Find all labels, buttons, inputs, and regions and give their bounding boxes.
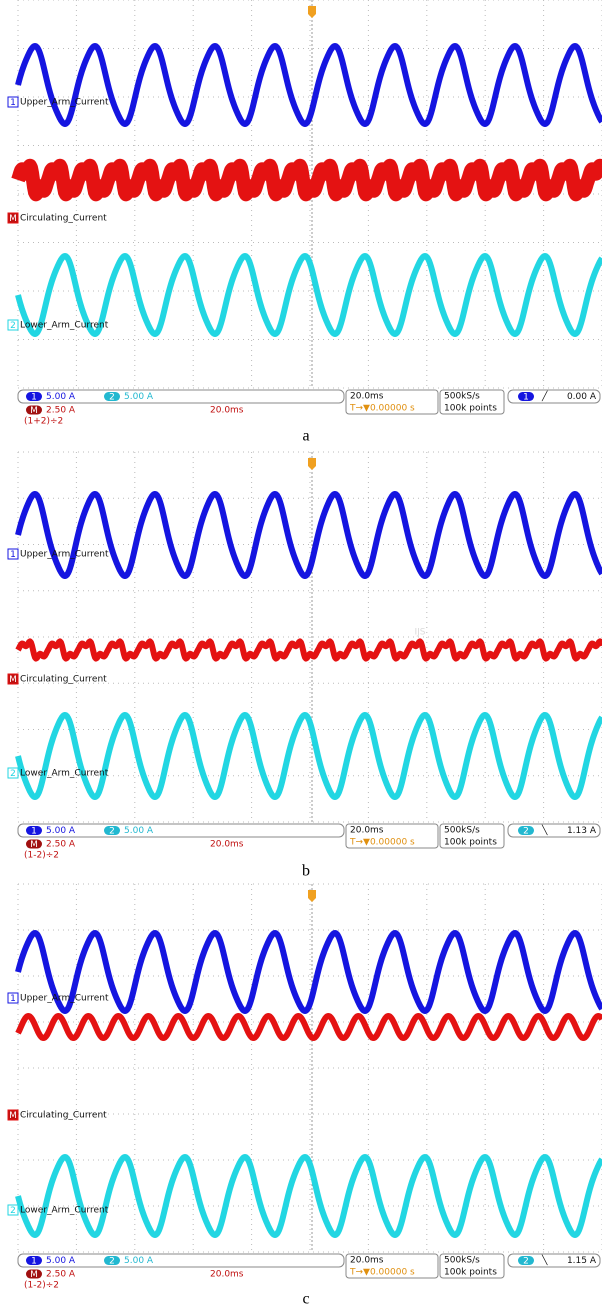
trigger-slope: ╱	[541, 390, 548, 402]
sample-rate: 500kS/s	[444, 392, 480, 402]
channel-marker: M	[9, 214, 17, 224]
channel-badge-text: 1	[523, 393, 529, 403]
scale: 5.00 A	[46, 826, 76, 836]
math-formula: (1-2)÷2	[24, 1281, 59, 1291]
channel-label: Lower_Arm_Current	[20, 321, 109, 331]
caption: b	[302, 863, 310, 880]
caption: c	[302, 1291, 309, 1308]
channel-marker: 2	[10, 1206, 16, 1216]
math-time: 20.0ms	[210, 1270, 244, 1280]
channel-badge-text: 2	[109, 827, 115, 837]
scale: 5.00 A	[46, 1256, 76, 1266]
sample-rate: 500kS/s	[444, 1256, 480, 1266]
channel-label: Circulating_Current	[20, 1111, 107, 1121]
channel-marker: 1	[10, 550, 16, 560]
figure: 1Upper_Arm_CurrentMCirculating_Current2L…	[0, 0, 602, 1308]
sample-rate: 500kS/s	[444, 826, 480, 836]
channel-marker: M	[9, 1111, 17, 1121]
timebase: 20.0ms	[350, 1256, 384, 1266]
trigger-level: 1.15 A	[567, 1256, 597, 1266]
channel-badge-text: M	[30, 840, 38, 850]
position: T→▼0.00000 s	[349, 1268, 415, 1278]
math-formula: (1+2)÷2	[24, 417, 63, 427]
channel-marker: 1	[10, 98, 16, 108]
position: T→▼0.00000 s	[349, 838, 415, 848]
channel-badge-text: 2	[523, 1257, 529, 1267]
channel-badge-text: 2	[109, 393, 115, 403]
channel-badge-text: M	[30, 1270, 38, 1280]
position: T→▼0.00000 s	[349, 404, 415, 414]
scale: 2.50 A	[46, 1270, 76, 1280]
record-length: 100k points	[444, 404, 497, 414]
math-time: 20.0ms	[210, 840, 244, 850]
channel-marker: 1	[10, 994, 16, 1004]
trigger-slope: ╲	[541, 1254, 548, 1266]
channel-label: Circulating_Current	[20, 675, 107, 685]
channel-marker: M	[9, 675, 17, 685]
channel-label: Upper_Arm_Current	[20, 994, 109, 1004]
math-time: 20.0ms	[210, 406, 244, 416]
watermark: IJS	[414, 628, 425, 638]
channel-badge-text: 1	[31, 393, 37, 403]
scale: 5.00 A	[124, 392, 154, 402]
trigger-slope: ╲	[541, 824, 548, 836]
channel-badge-text: 1	[31, 827, 37, 837]
scale: 2.50 A	[46, 840, 76, 850]
record-length: 100k points	[444, 1268, 497, 1278]
channel-badge-text: 1	[31, 1257, 37, 1267]
channel-label: Lower_Arm_Current	[20, 769, 109, 779]
scale: 2.50 A	[46, 406, 76, 416]
channel-label: Lower_Arm_Current	[20, 1206, 109, 1216]
trigger-level: 1.13 A	[567, 826, 597, 836]
record-length: 100k points	[444, 838, 497, 848]
timebase: 20.0ms	[350, 826, 384, 836]
channel-label: Circulating_Current	[20, 214, 107, 224]
timebase: 20.0ms	[350, 392, 384, 402]
page: {"panels": [ {"caption": "a", "channels"…	[0, 0, 602, 1308]
channel-marker: 2	[10, 769, 16, 779]
math-formula: (1-2)÷2	[24, 851, 59, 861]
channel-badge-text: 2	[523, 827, 529, 837]
channel-badge-text: 2	[109, 1257, 115, 1267]
caption: a	[302, 428, 309, 445]
channel-badge-text: M	[30, 406, 38, 416]
scale: 5.00 A	[124, 1256, 154, 1266]
channel-label: Upper_Arm_Current	[20, 98, 109, 108]
channel-marker: 2	[10, 321, 16, 331]
scale: 5.00 A	[124, 826, 154, 836]
scale: 5.00 A	[46, 392, 76, 402]
trigger-level: 0.00 A	[567, 392, 597, 402]
channel-label: Upper_Arm_Current	[20, 550, 109, 560]
